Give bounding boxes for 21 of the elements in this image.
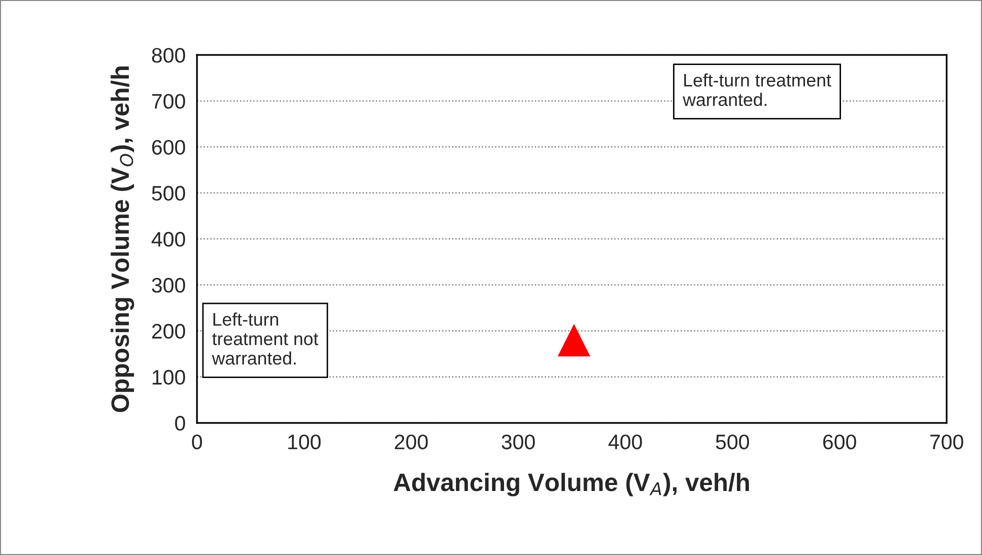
x-tick-label: 100 [288,434,321,450]
x-tick-label: 500 [716,434,750,450]
y-axis-title: Opposing Volume (V$_{O}$), veh/h [110,66,134,412]
x-tick-label: 400 [608,434,642,450]
y-tick-label: 700 [152,94,186,109]
y-tick-label: 0 [175,416,186,431]
x-tick-label: 0 [192,434,202,450]
y-tick-label: 500 [152,186,186,201]
x-tick-label: 200 [394,434,428,450]
y-tick-label: 800 [152,48,186,63]
y-tick-label: 100 [152,370,186,385]
x-tick-label: 600 [823,434,856,450]
y-tick-label: 400 [152,232,186,247]
x-tick-label: 300 [502,434,535,450]
annotation: Left-turn treatment warranted. [682,73,832,106]
annotation: Left-turn treatment not warranted. [212,312,318,365]
x-tick-label: 700 [930,434,964,450]
y-tick-label: 300 [152,278,186,293]
x-axis-title: Advancing Volume (V$_{A}$), veh/h [394,472,749,496]
y-tick-label: 600 [152,140,186,155]
y-tick-label: 200 [152,324,186,339]
